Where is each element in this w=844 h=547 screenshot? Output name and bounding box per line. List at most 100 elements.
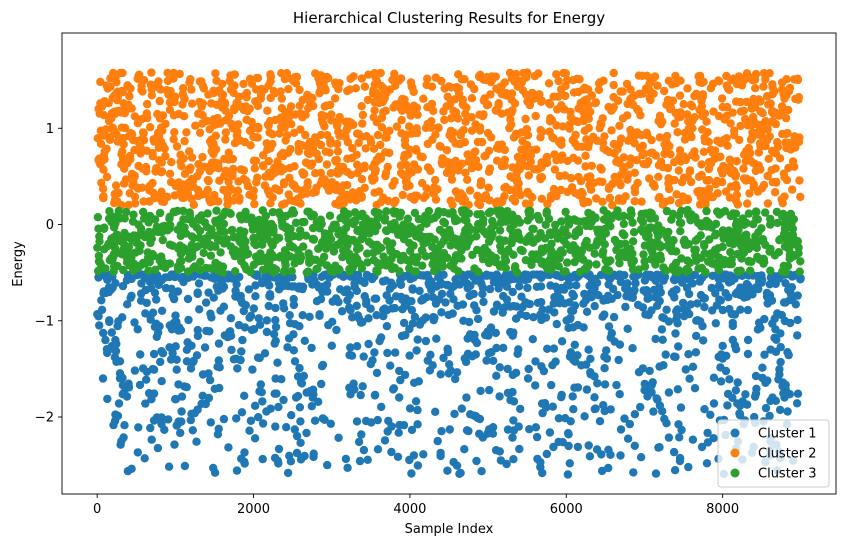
data-point: [698, 78, 707, 88]
data-point: [508, 370, 517, 380]
data-point: [308, 280, 317, 289]
data-point: [776, 357, 785, 367]
data-point: [370, 348, 379, 357]
data-point: [779, 298, 789, 307]
data-point: [118, 147, 127, 156]
data-point: [775, 405, 785, 415]
data-point: [697, 442, 707, 452]
data-point: [439, 208, 448, 217]
data-point: [266, 199, 275, 208]
data-point: [753, 325, 763, 334]
data-point: [252, 73, 262, 83]
data-point: [751, 69, 761, 79]
data-point: [584, 441, 593, 450]
data-point: [471, 147, 480, 156]
data-point: [331, 199, 340, 209]
data-point: [172, 365, 181, 374]
data-point: [532, 250, 541, 259]
data-point: [413, 461, 423, 470]
data-point: [300, 336, 309, 345]
data-point: [326, 419, 335, 428]
data-point: [163, 192, 172, 202]
data-point: [147, 395, 156, 404]
data-point: [698, 90, 708, 99]
data-point: [786, 318, 795, 328]
data-point: [692, 256, 701, 266]
data-point: [211, 216, 220, 225]
data-point: [654, 172, 663, 181]
data-point: [533, 165, 542, 174]
data-point: [150, 215, 160, 224]
data-point: [232, 280, 241, 289]
data-point: [557, 337, 567, 346]
data-point: [114, 399, 124, 408]
data-point: [581, 151, 590, 160]
data-point: [704, 175, 714, 185]
data-point: [390, 303, 399, 313]
data-point: [282, 423, 291, 432]
data-point: [233, 364, 242, 373]
data-point: [609, 80, 618, 90]
data-point: [416, 152, 425, 161]
data-point: [430, 313, 439, 322]
data-point: [251, 292, 260, 301]
data-point: [756, 127, 765, 137]
data-point: [531, 357, 540, 366]
data-point: [349, 379, 358, 388]
data-point: [118, 133, 128, 143]
data-point: [104, 239, 113, 248]
data-point: [248, 365, 257, 374]
data-point: [521, 256, 530, 265]
data-point: [465, 330, 475, 339]
data-point: [382, 207, 391, 216]
data-point: [194, 191, 203, 201]
data-point: [783, 128, 792, 138]
data-point: [100, 98, 110, 107]
data-point: [433, 185, 442, 194]
data-point: [751, 283, 760, 292]
data-point: [686, 216, 695, 225]
data-point: [616, 270, 625, 279]
data-point: [152, 295, 161, 304]
data-point: [770, 188, 780, 197]
data-point: [508, 287, 517, 297]
y-tick-label: 0: [46, 218, 54, 233]
data-point: [675, 91, 685, 100]
data-point: [118, 86, 127, 96]
data-point: [307, 343, 316, 353]
data-point: [357, 132, 366, 142]
data-point: [503, 207, 512, 216]
data-point: [149, 416, 159, 425]
data-point: [752, 207, 761, 217]
data-point: [276, 162, 285, 172]
data-point: [253, 101, 263, 111]
data-point: [212, 206, 221, 215]
data-point: [586, 354, 595, 363]
data-point: [351, 84, 361, 93]
data-point: [718, 354, 727, 363]
y-axis: −2−101: [35, 122, 62, 426]
data-point: [456, 128, 466, 137]
data-point: [740, 293, 749, 302]
data-point: [478, 289, 487, 299]
data-point: [210, 190, 219, 200]
data-point: [470, 159, 480, 169]
data-point: [187, 85, 196, 94]
data-point: [310, 416, 320, 425]
data-point: [711, 219, 721, 229]
data-point: [157, 377, 166, 386]
data-point: [591, 241, 601, 250]
data-point: [478, 112, 487, 121]
data-point: [387, 246, 396, 255]
data-point: [318, 282, 327, 291]
data-point: [528, 335, 537, 344]
data-point: [506, 302, 515, 311]
data-point: [672, 285, 681, 294]
data-point: [112, 197, 122, 206]
legend-item: Cluster 1: [730, 427, 817, 442]
data-point: [276, 277, 286, 286]
data-point: [296, 125, 305, 134]
data-point: [191, 121, 200, 130]
data-point: [518, 86, 528, 95]
data-point: [306, 386, 315, 396]
